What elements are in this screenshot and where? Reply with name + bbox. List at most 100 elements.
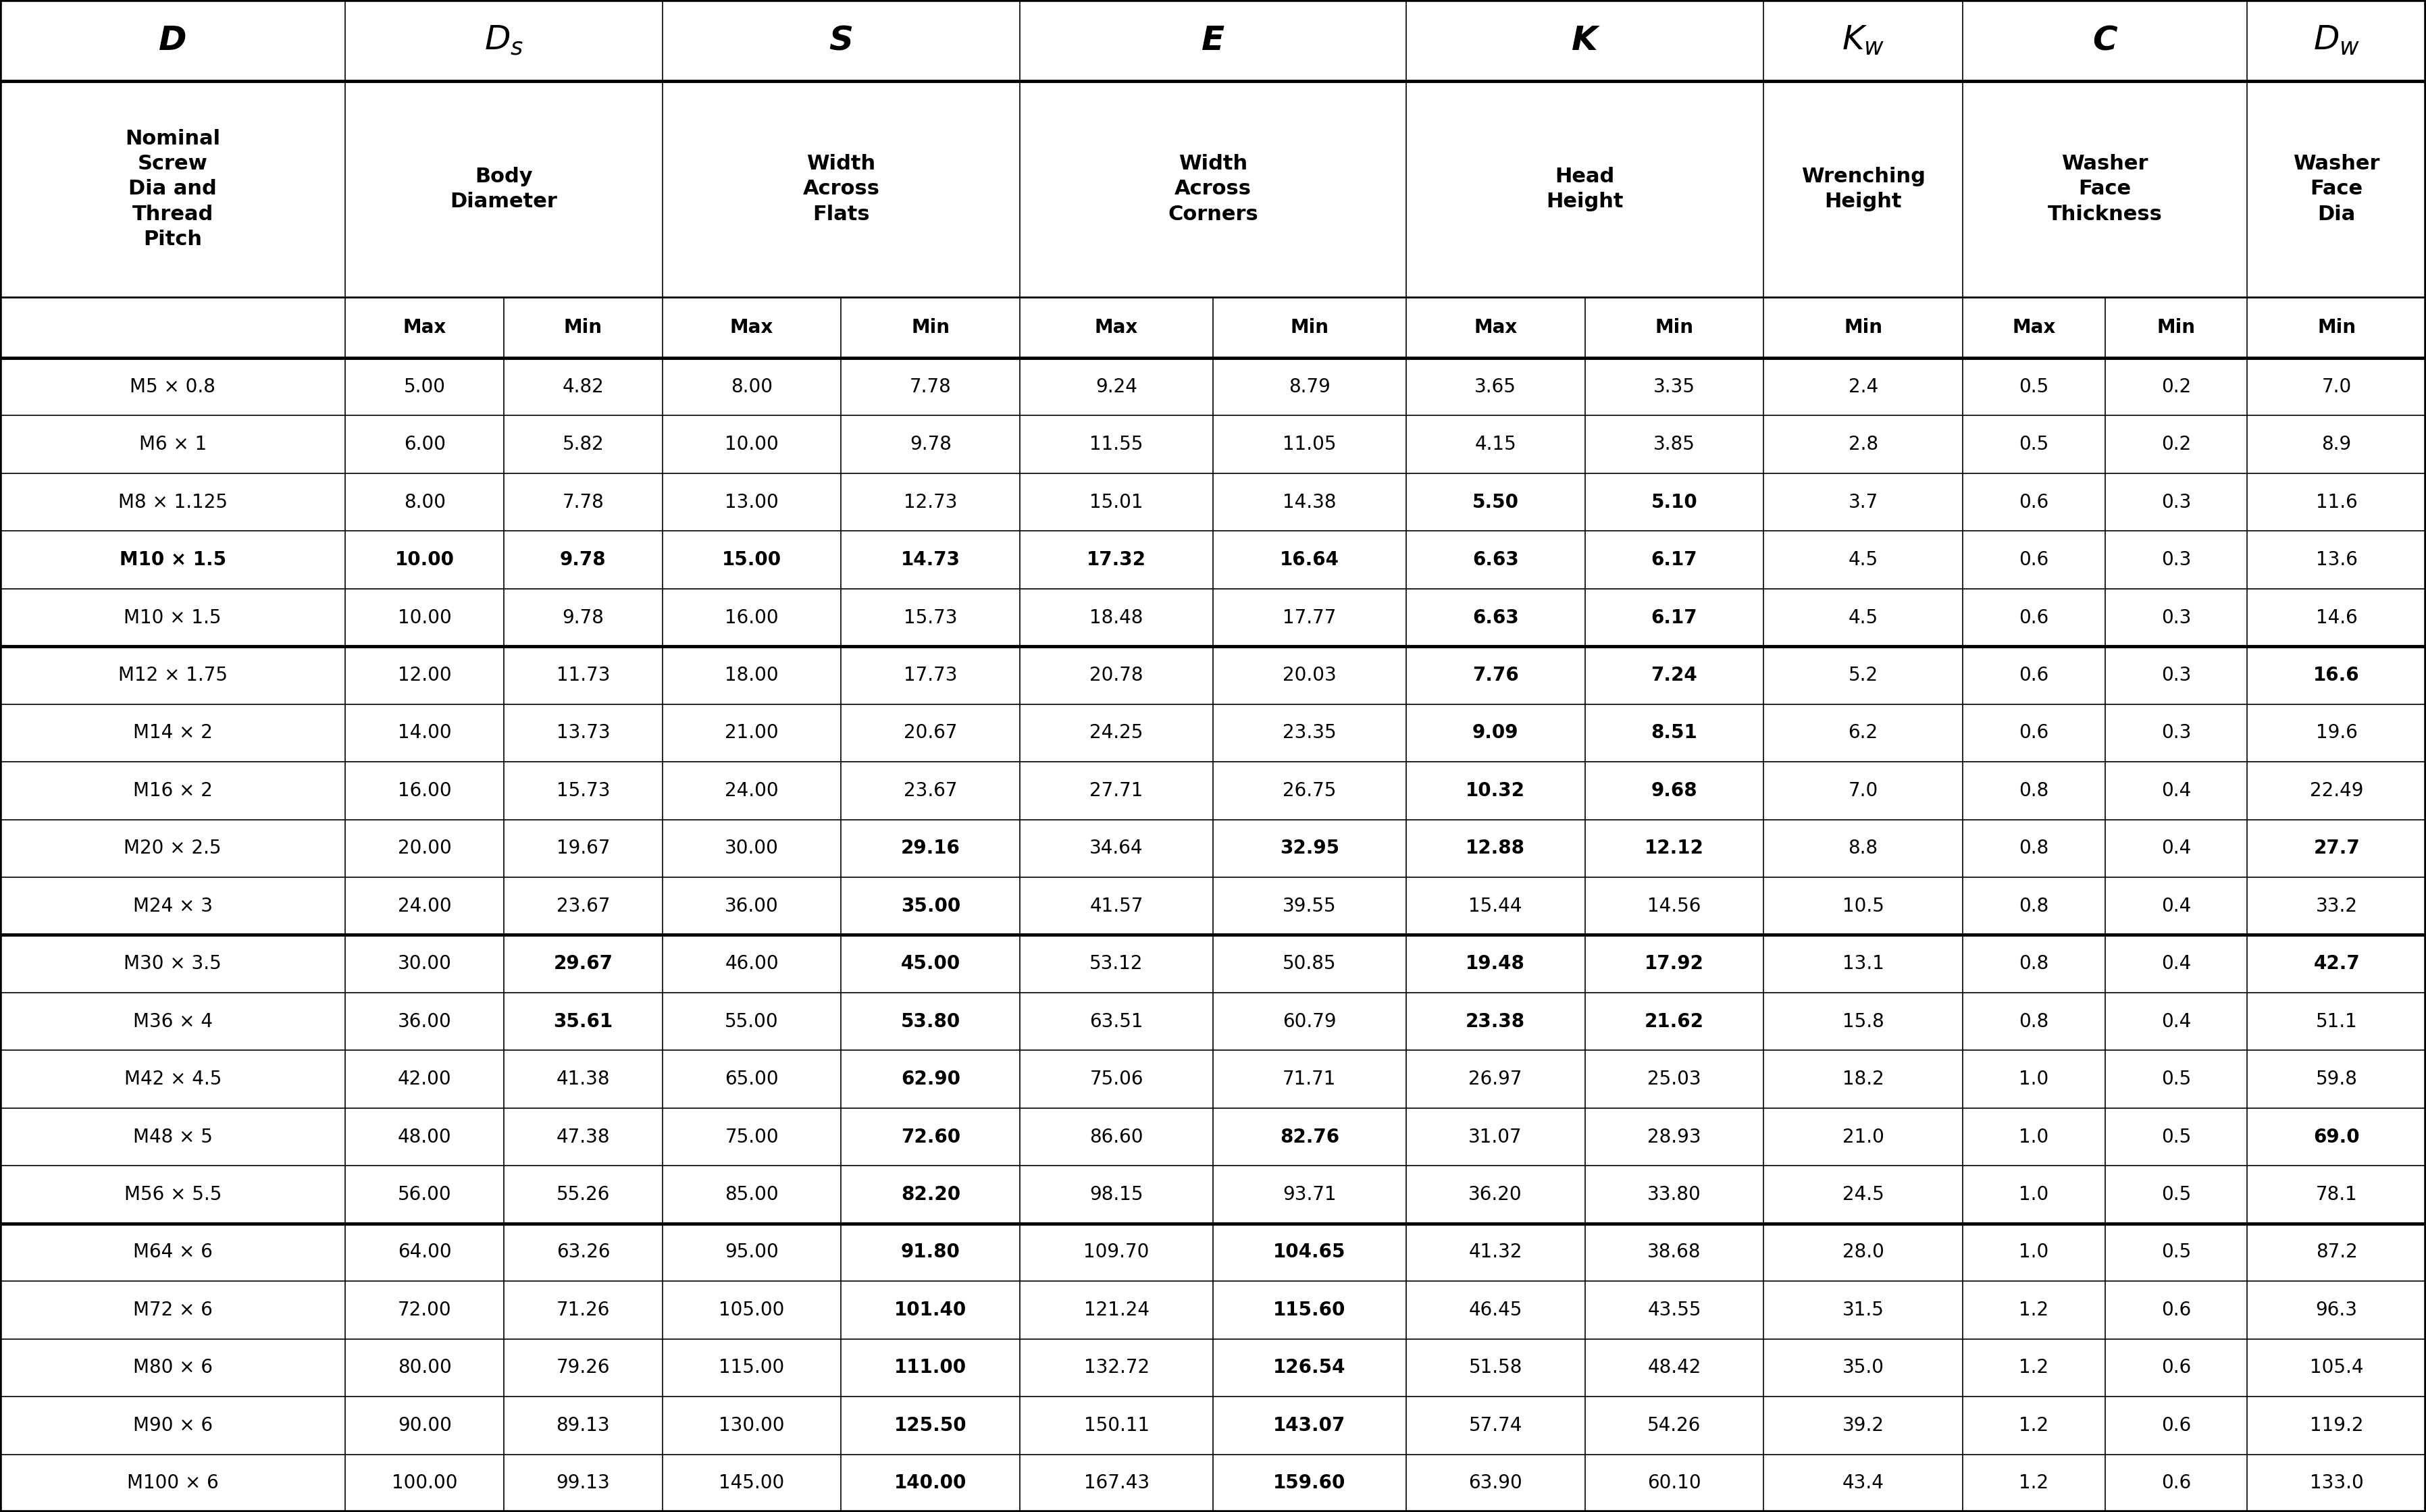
Text: 115.60: 115.60 <box>1274 1300 1346 1320</box>
Text: Body
Diameter: Body Diameter <box>451 166 558 212</box>
Text: 0.6: 0.6 <box>2162 1417 2191 1435</box>
Text: 5.50: 5.50 <box>1473 493 1519 511</box>
Text: 6.17: 6.17 <box>1652 608 1698 627</box>
Text: 36.00: 36.00 <box>725 897 779 916</box>
Text: 24.00: 24.00 <box>725 782 779 800</box>
Text: 8.00: 8.00 <box>730 378 774 396</box>
Text: 33.2: 33.2 <box>2317 897 2358 916</box>
Text: $D_s$: $D_s$ <box>485 24 524 57</box>
Text: 60.10: 60.10 <box>1647 1474 1701 1492</box>
Text: 59.8: 59.8 <box>2317 1070 2358 1089</box>
Text: 0.6: 0.6 <box>2018 665 2050 685</box>
Text: 45.00: 45.00 <box>900 954 961 974</box>
Text: 21.0: 21.0 <box>1841 1128 1885 1146</box>
Text: Washer
Face
Thickness: Washer Face Thickness <box>2048 154 2162 224</box>
Text: 0.4: 0.4 <box>2162 782 2191 800</box>
Text: 7.78: 7.78 <box>563 493 604 511</box>
Text: 0.3: 0.3 <box>2162 665 2191 685</box>
Text: 64.00: 64.00 <box>398 1243 451 1263</box>
Text: 20.00: 20.00 <box>398 839 451 857</box>
Text: 0.3: 0.3 <box>2162 724 2191 742</box>
Text: 0.6: 0.6 <box>2018 550 2050 570</box>
Text: 28.93: 28.93 <box>1647 1128 1701 1146</box>
Text: 53.12: 53.12 <box>1089 954 1143 974</box>
Text: M24 × 3: M24 × 3 <box>133 897 213 916</box>
Text: K: K <box>1572 24 1599 57</box>
Text: 69.0: 69.0 <box>2314 1128 2360 1146</box>
Text: 0.3: 0.3 <box>2162 608 2191 627</box>
Text: Max: Max <box>730 318 774 337</box>
Text: D: D <box>158 24 187 57</box>
Text: 14.00: 14.00 <box>398 724 451 742</box>
Text: 10.00: 10.00 <box>725 435 779 454</box>
Text: Min: Min <box>1844 318 1883 337</box>
Text: 133.0: 133.0 <box>2310 1474 2363 1492</box>
Text: 19.67: 19.67 <box>556 839 609 857</box>
Text: 10.00: 10.00 <box>395 550 454 570</box>
Text: 63.90: 63.90 <box>1468 1474 1524 1492</box>
Text: Max: Max <box>1473 318 1516 337</box>
Text: 0.8: 0.8 <box>2018 839 2050 857</box>
Text: 0.6: 0.6 <box>2018 608 2050 627</box>
Text: Max: Max <box>2011 318 2055 337</box>
Text: 0.6: 0.6 <box>2018 724 2050 742</box>
Text: 3.65: 3.65 <box>1475 378 1516 396</box>
Text: 0.3: 0.3 <box>2162 550 2191 570</box>
Text: 23.67: 23.67 <box>905 782 958 800</box>
Text: 121.24: 121.24 <box>1084 1300 1150 1320</box>
Text: 3.85: 3.85 <box>1655 435 1696 454</box>
Text: 27.7: 27.7 <box>2314 839 2360 857</box>
Text: 43.55: 43.55 <box>1647 1300 1701 1320</box>
Text: 10.00: 10.00 <box>398 608 451 627</box>
Text: 109.70: 109.70 <box>1084 1243 1150 1263</box>
Text: 4.15: 4.15 <box>1475 435 1516 454</box>
Text: Min: Min <box>1291 318 1329 337</box>
Text: 0.5: 0.5 <box>2162 1128 2191 1146</box>
Text: 57.74: 57.74 <box>1468 1417 1521 1435</box>
Text: 143.07: 143.07 <box>1274 1417 1346 1435</box>
Text: 23.35: 23.35 <box>1283 724 1337 742</box>
Text: 24.5: 24.5 <box>1841 1185 1885 1204</box>
Text: Min: Min <box>563 318 602 337</box>
Text: 0.8: 0.8 <box>2018 954 2050 974</box>
Text: 0.4: 0.4 <box>2162 1012 2191 1031</box>
Text: 38.68: 38.68 <box>1647 1243 1701 1263</box>
Text: M36 × 4: M36 × 4 <box>133 1012 213 1031</box>
Text: 29.67: 29.67 <box>553 954 614 974</box>
Text: 98.15: 98.15 <box>1089 1185 1143 1204</box>
Text: 82.20: 82.20 <box>900 1185 961 1204</box>
Text: 18.48: 18.48 <box>1089 608 1143 627</box>
Text: 71.71: 71.71 <box>1283 1070 1337 1089</box>
Text: 150.11: 150.11 <box>1084 1417 1150 1435</box>
Text: 16.00: 16.00 <box>398 782 451 800</box>
Text: 7.24: 7.24 <box>1652 665 1698 685</box>
Text: 50.85: 50.85 <box>1283 954 1337 974</box>
Text: 14.56: 14.56 <box>1647 897 1701 916</box>
Text: 17.73: 17.73 <box>905 665 958 685</box>
Text: 0.3: 0.3 <box>2162 493 2191 511</box>
Text: 23.67: 23.67 <box>556 897 609 916</box>
Text: 26.75: 26.75 <box>1283 782 1337 800</box>
Text: 71.26: 71.26 <box>556 1300 609 1320</box>
Text: M10 × 1.5: M10 × 1.5 <box>119 550 226 570</box>
Text: 0.5: 0.5 <box>2162 1070 2191 1089</box>
Text: 0.8: 0.8 <box>2018 1012 2050 1031</box>
Text: 7.76: 7.76 <box>1473 665 1519 685</box>
Text: 42.00: 42.00 <box>398 1070 451 1089</box>
Text: M5 × 0.8: M5 × 0.8 <box>131 378 216 396</box>
Text: 72.00: 72.00 <box>398 1300 451 1320</box>
Text: 12.12: 12.12 <box>1645 839 1703 857</box>
Text: 63.26: 63.26 <box>556 1243 609 1263</box>
Text: 3.35: 3.35 <box>1652 378 1696 396</box>
Text: 7.78: 7.78 <box>910 378 951 396</box>
Text: 8.9: 8.9 <box>2322 435 2351 454</box>
Text: Head
Height: Head Height <box>1545 166 1623 212</box>
Text: 111.00: 111.00 <box>895 1358 966 1377</box>
Text: Min: Min <box>912 318 951 337</box>
Text: 101.40: 101.40 <box>895 1300 968 1320</box>
Text: 17.77: 17.77 <box>1283 608 1337 627</box>
Text: 33.80: 33.80 <box>1647 1185 1701 1204</box>
Text: E: E <box>1201 24 1225 57</box>
Text: 24.00: 24.00 <box>398 897 451 916</box>
Text: M8 × 1.125: M8 × 1.125 <box>119 493 228 511</box>
